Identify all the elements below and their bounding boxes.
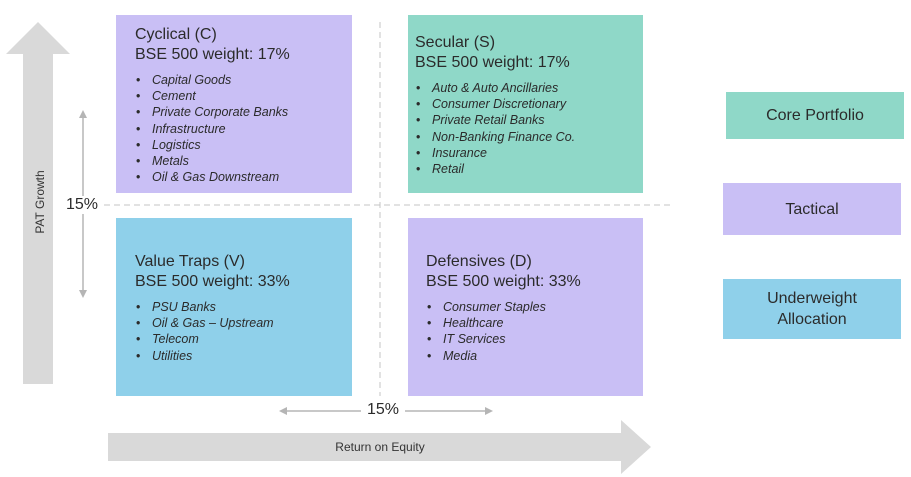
list-item: Telecom [136, 331, 352, 347]
quadrant-title: Cyclical (C) [135, 26, 217, 43]
quadrant-cyclical: Cyclical (C) BSE 500 weight: 17% Capital… [116, 15, 352, 193]
legend-label: Tactical [785, 200, 839, 218]
quadrant-weight: BSE 500 weight: 33% [426, 273, 581, 290]
list-item: Healthcare [427, 315, 643, 331]
quadrant-secular: Secular (S) BSE 500 weight: 17% Auto & A… [408, 15, 643, 193]
sector-list: Auto & Auto Ancillaries Consumer Discret… [415, 80, 643, 177]
list-item: IT Services [427, 331, 643, 347]
list-item: Consumer Staples [427, 299, 643, 315]
list-item: Media [427, 348, 643, 364]
quadrant-title: Defensives (D) [426, 253, 532, 270]
quadrant-value-traps: Value Traps (V) BSE 500 weight: 33% PSU … [116, 218, 352, 396]
list-item: Oil & Gas Downstream [136, 169, 352, 185]
sector-list: Consumer Staples Healthcare IT Services … [426, 299, 643, 364]
legend-core-portfolio: Core Portfolio [726, 92, 904, 139]
quadrant-weight: BSE 500 weight: 33% [135, 273, 290, 290]
legend-tactical: Tactical [723, 183, 901, 235]
legend-underweight: Underweight Allocation [723, 279, 901, 339]
list-item: Capital Goods [136, 72, 352, 88]
list-item: Private Corporate Banks [136, 104, 352, 120]
quadrant-weight: BSE 500 weight: 17% [415, 54, 570, 71]
list-item: Retail [416, 161, 643, 177]
list-item: PSU Banks [136, 299, 352, 315]
list-item: Infrastructure [136, 121, 352, 137]
list-item: Non-Banking Finance Co. [416, 129, 643, 145]
quadrant-weight: BSE 500 weight: 17% [135, 46, 290, 63]
list-item: Insurance [416, 145, 643, 161]
quadrant-defensives: Defensives (D) BSE 500 weight: 33% Consu… [408, 218, 643, 396]
quadrant-title: Secular (S) [415, 34, 496, 51]
sector-list: PSU Banks Oil & Gas – Upstream Telecom U… [135, 299, 352, 364]
legend-label-line1: Underweight [767, 290, 857, 307]
list-item: Logistics [136, 137, 352, 153]
x-axis-arrow [108, 420, 651, 474]
sector-list: Capital Goods Cement Private Corporate B… [135, 72, 352, 186]
x-axis-label: Return on Equity [335, 440, 425, 454]
list-item: Consumer Discretionary [416, 96, 643, 112]
y-axis-arrow [6, 22, 70, 384]
list-item: Utilities [136, 348, 352, 364]
list-item: Private Retail Banks [416, 112, 643, 128]
list-item: Metals [136, 153, 352, 169]
legend-label: Core Portfolio [766, 107, 864, 124]
legend-label-line2: Allocation [777, 311, 847, 328]
quadrant-title: Value Traps (V) [135, 253, 245, 270]
y-threshold-label: 15% [64, 196, 101, 214]
list-item: Oil & Gas – Upstream [136, 315, 352, 331]
list-item: Cement [136, 88, 352, 104]
list-item: Auto & Auto Ancillaries [416, 80, 643, 96]
x-threshold-label: 15% [361, 401, 406, 419]
